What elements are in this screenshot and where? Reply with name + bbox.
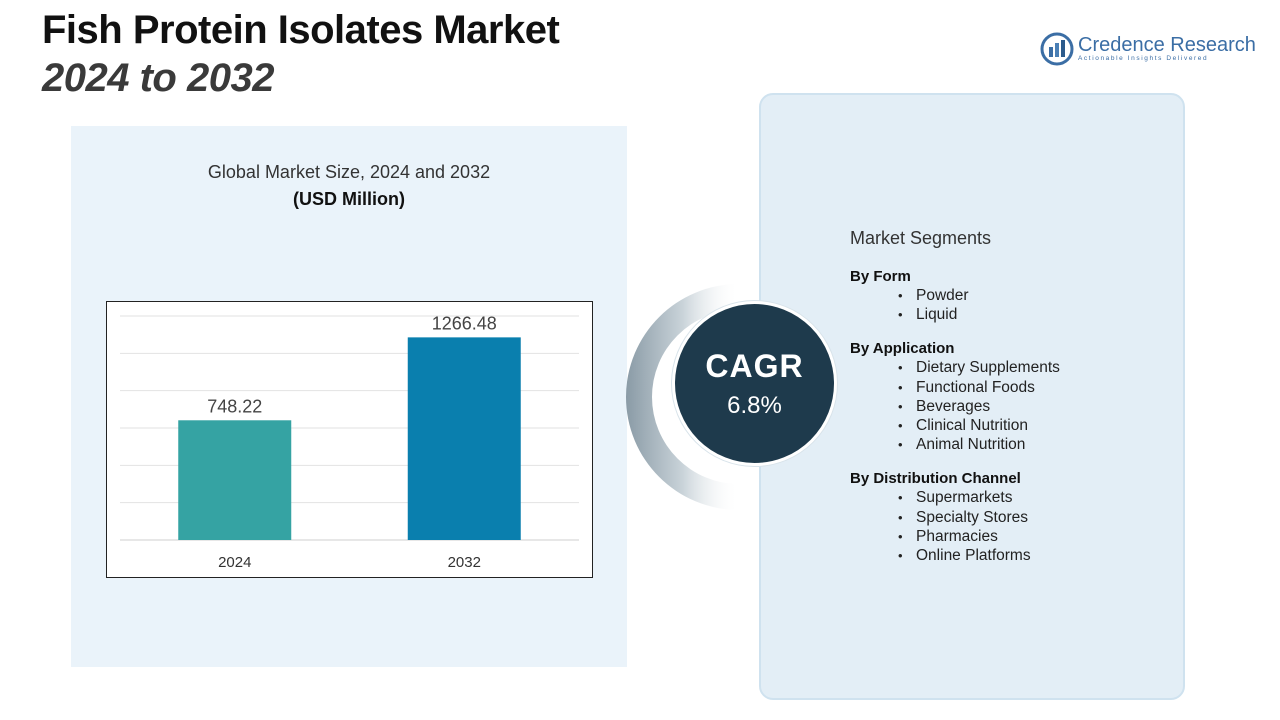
segment-group-title: By Distribution Channel — [850, 470, 1021, 488]
bar-2024 — [178, 420, 292, 540]
title-line-2: 2024 to 2032 — [42, 56, 274, 100]
segment-item: Powder — [898, 286, 1170, 305]
cagr-value: 6.8% — [727, 392, 782, 419]
bar-2032 — [407, 337, 521, 540]
data-label-2032: 1266.48 — [432, 313, 497, 333]
segment-group-title: By Application — [850, 340, 955, 358]
title-line-1: Fish Protein Isolates Market — [42, 8, 560, 52]
chart-unit: (USD Million) — [293, 189, 405, 209]
cagr-ring-decoration — [626, 284, 739, 510]
segments-heading: Market Segments — [850, 228, 992, 248]
bar-chart-svg: 748.22 2024 1266.48 2032 — [120, 313, 579, 571]
credence-research-logo: Credence Research Actionable Insights De… — [1040, 32, 1256, 68]
segment-group-distribution-channel: By Distribution Channel Supermarkets Spe… — [850, 469, 1170, 565]
segment-item: Pharmacies — [898, 527, 1170, 546]
segment-item: Dietary Supplements — [898, 358, 1170, 377]
segment-group-title: By Form — [850, 268, 911, 285]
segment-item: Animal Nutrition — [898, 435, 1170, 454]
x-tick-label-2032: 2032 — [448, 554, 481, 571]
logo-tagline: Actionable Insights Delivered — [1078, 55, 1209, 62]
market-segments: Market Segments By Form Powder Liquid By… — [850, 228, 1170, 580]
logo-brand-text: Credence Research — [1078, 34, 1256, 56]
cagr-label: CAGR — [705, 348, 804, 384]
segment-item: Specialty Stores — [898, 508, 1170, 527]
segment-group-application: By Application Dietary Supplements Funct… — [850, 339, 1170, 454]
x-tick-label-2024: 2024 — [218, 554, 251, 571]
bar-chart: 748.22 2024 1266.48 2032 — [106, 301, 593, 578]
segment-item: Beverages — [898, 397, 1170, 416]
page-title: Fish Protein Isolates Market 2024 to 203… — [42, 6, 560, 102]
segment-item: Supermarkets — [898, 488, 1170, 507]
chart-title: Global Market Size, 2024 and 2032 — [207, 162, 491, 182]
segment-item: Liquid — [898, 305, 1170, 324]
logo-mark-icon — [1040, 32, 1074, 66]
segment-item: Online Platforms — [898, 546, 1170, 565]
segment-item: Clinical Nutrition — [898, 416, 1170, 435]
cagr-badge: CAGR 6.8% — [672, 301, 837, 466]
data-label-2024: 748.22 — [207, 396, 262, 416]
segment-group-form: By Form Powder Liquid — [850, 267, 1170, 325]
segment-item: Functional Foods — [898, 378, 1170, 397]
